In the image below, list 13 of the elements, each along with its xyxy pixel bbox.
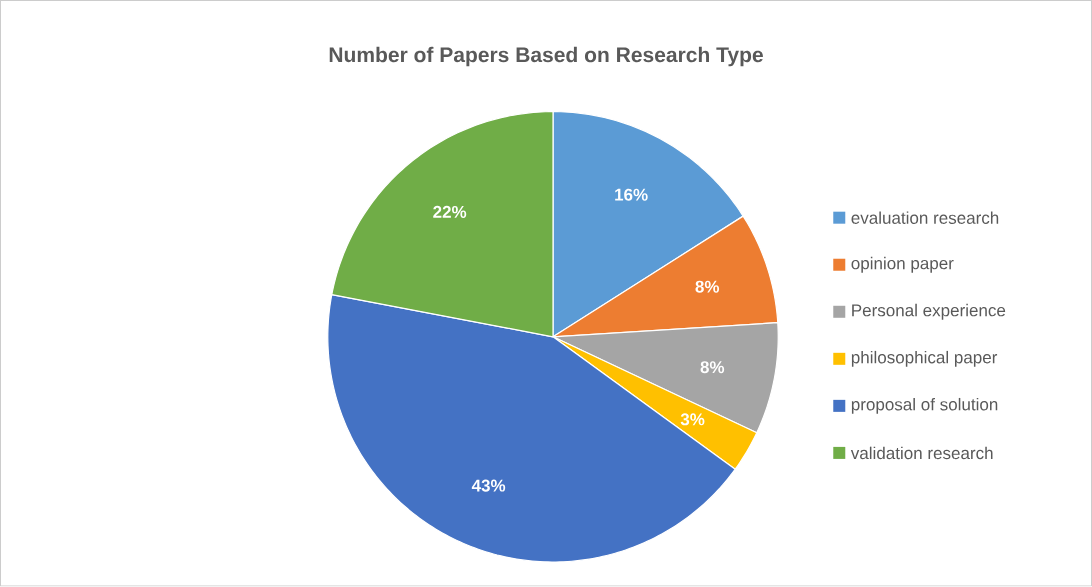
- legend-label: evaluation research: [851, 211, 999, 225]
- data-label: 8%: [700, 361, 725, 374]
- legend-label: proposal of solution: [851, 398, 998, 415]
- data-label: 16%: [615, 188, 648, 201]
- data-label: 43%: [471, 479, 506, 492]
- data-label: 3%: [680, 413, 705, 426]
- legend-label: Personal experience: [852, 304, 1006, 320]
- chart-title: Number of Papers Based on Research Type: [329, 46, 763, 67]
- data-label: 22%: [433, 206, 467, 219]
- legend-label: validation research: [850, 446, 993, 460]
- legend-label: philosophical paper: [851, 351, 998, 367]
- data-label: 8%: [695, 280, 720, 293]
- legend-label: opinion paper: [851, 257, 954, 273]
